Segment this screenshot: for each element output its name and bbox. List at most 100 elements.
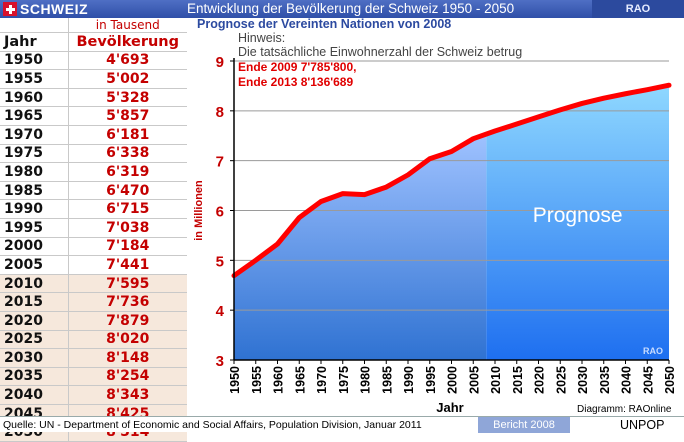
table-row: 2005 7'441 (0, 255, 187, 275)
x-tick-label: 2020 (533, 366, 547, 394)
rao-watermark: RAO (643, 346, 663, 356)
y-tick-label: 6 (216, 204, 224, 221)
row-population: 8'343 (68, 385, 187, 405)
swiss-flag-icon (3, 2, 17, 16)
x-tick-label: 1970 (315, 366, 329, 394)
table-row: 1990 6'715 (0, 199, 187, 219)
row-year: 2025 (0, 330, 69, 350)
row-population: 6'319 (68, 162, 187, 182)
source-text: Quelle: UN - Department of Economic and … (3, 419, 422, 431)
row-population: 6'470 (68, 181, 187, 201)
population-chart: 3 4 5 6 7 8 9 1950 1955 1960 1965 1970 1975 1980 1985 1… (193, 31, 677, 415)
header-bar: SCHWEIZ Entwicklung der Bevölkerung der … (0, 0, 684, 18)
table-row: 2000 7'184 (0, 237, 187, 257)
note-2009: Ende 2009 7'785'800, (238, 60, 356, 74)
row-population: 5'328 (68, 88, 187, 108)
row-year: 2015 (0, 292, 69, 312)
note-text: Die tatsächliche Einwohnerzahl der Schwe… (238, 45, 522, 59)
row-year: 2035 (0, 367, 69, 387)
x-tick-label: 2040 (620, 366, 634, 394)
row-year: 1975 (0, 144, 69, 164)
table-row: 2035 8'254 (0, 367, 187, 387)
y-axis-label: in Millionen (193, 180, 205, 241)
row-population: 8'254 (68, 367, 187, 387)
x-tick-label: 2050 (663, 366, 677, 394)
row-year: 2030 (0, 348, 69, 368)
table-row: 2025 8'020 (0, 330, 187, 350)
y-tick-label: 5 (216, 253, 224, 270)
x-tick-label: 2030 (576, 366, 590, 394)
unpop-label: UNPOP (620, 418, 665, 432)
note-title: Hinweis: (238, 31, 285, 45)
table-row: 1980 6'319 (0, 162, 187, 182)
table-row: 2040 8'343 (0, 385, 187, 405)
row-population: 5'002 (68, 69, 187, 89)
row-population: 7'595 (68, 274, 187, 294)
x-tick-label: 1955 (250, 366, 264, 394)
table-row: 1985 6'470 (0, 181, 187, 201)
x-tick-label: 1965 (293, 366, 307, 394)
row-population: 5'857 (68, 106, 187, 126)
col-value-header: Bevölkerung (68, 32, 187, 52)
table-row: 1960 5'328 (0, 88, 187, 108)
table-row: 1965 5'857 (0, 106, 187, 126)
x-tick-label: 2045 (641, 366, 655, 394)
x-tick-label: 2035 (598, 366, 612, 394)
page-title: Entwicklung der Bevölkerung der Schweiz … (187, 1, 515, 16)
col-year-header: Jahr (0, 32, 69, 52)
unit-row: in Tausend (0, 18, 187, 33)
table-row: 1975 6'338 (0, 144, 187, 164)
table-row: 2010 7'595 (0, 274, 187, 294)
row-year: 1995 (0, 218, 69, 238)
row-year: 2010 (0, 274, 69, 294)
table-row: 2030 8'148 (0, 348, 187, 368)
table-row: 1950 4'693 (0, 51, 187, 71)
row-population: 7'184 (68, 237, 187, 257)
row-population: 8'148 (68, 348, 187, 368)
row-year: 1970 (0, 125, 69, 145)
x-tick-label: 1975 (337, 366, 351, 394)
y-tick-label: 9 (216, 54, 224, 71)
row-population: 6'338 (68, 144, 187, 164)
x-tick-label: 2025 (554, 366, 568, 394)
row-year: 1960 (0, 88, 69, 108)
row-year: 1990 (0, 199, 69, 219)
x-tick-label: 1950 (228, 366, 242, 394)
unit-label: in Tausend (68, 18, 187, 33)
row-year: 2000 (0, 237, 69, 257)
x-tick-label: 1985 (380, 366, 394, 394)
row-year: 2005 (0, 255, 69, 275)
population-table: in Tausend Jahr Bevölkerung 1950 4'693 195… (0, 18, 187, 442)
row-year: 1965 (0, 106, 69, 126)
diagram-credit: Diagramm: RAOnline (577, 404, 672, 415)
x-tick-label: 2005 (467, 366, 481, 394)
row-year: 1955 (0, 69, 69, 89)
table-header: Jahr Bevölkerung (0, 32, 187, 52)
projection-label: Prognose (533, 204, 623, 227)
row-population: 4'693 (68, 51, 187, 71)
brand-label: SCHWEIZ (20, 1, 89, 17)
row-population: 7'736 (68, 292, 187, 312)
row-population: 6'181 (68, 125, 187, 145)
table-row: 1970 6'181 (0, 125, 187, 145)
x-tick-label: 1980 (359, 366, 373, 394)
row-year: 2040 (0, 385, 69, 405)
historical-area (234, 134, 487, 360)
report-badge: Bericht 2008 (478, 417, 570, 433)
y-tick-label: 3 (216, 353, 224, 370)
x-tick-label: 2000 (446, 366, 460, 394)
x-axis-label: Jahr (436, 400, 463, 415)
row-population: 7'879 (68, 311, 187, 331)
x-tick-label: 2015 (511, 366, 525, 394)
row-population: 7'038 (68, 218, 187, 238)
row-year: 1980 (0, 162, 69, 182)
note-2013: Ende 2013 8'136'689 (238, 75, 353, 89)
table-row: 2015 7'736 (0, 292, 187, 312)
row-population: 7'441 (68, 255, 187, 275)
y-tick-label: 8 (216, 104, 224, 121)
x-tick-label: 1960 (272, 366, 286, 394)
row-year: 1985 (0, 181, 69, 201)
row-population: 6'715 (68, 199, 187, 219)
row-year: 2020 (0, 311, 69, 331)
x-tick-label: 2010 (489, 366, 503, 394)
